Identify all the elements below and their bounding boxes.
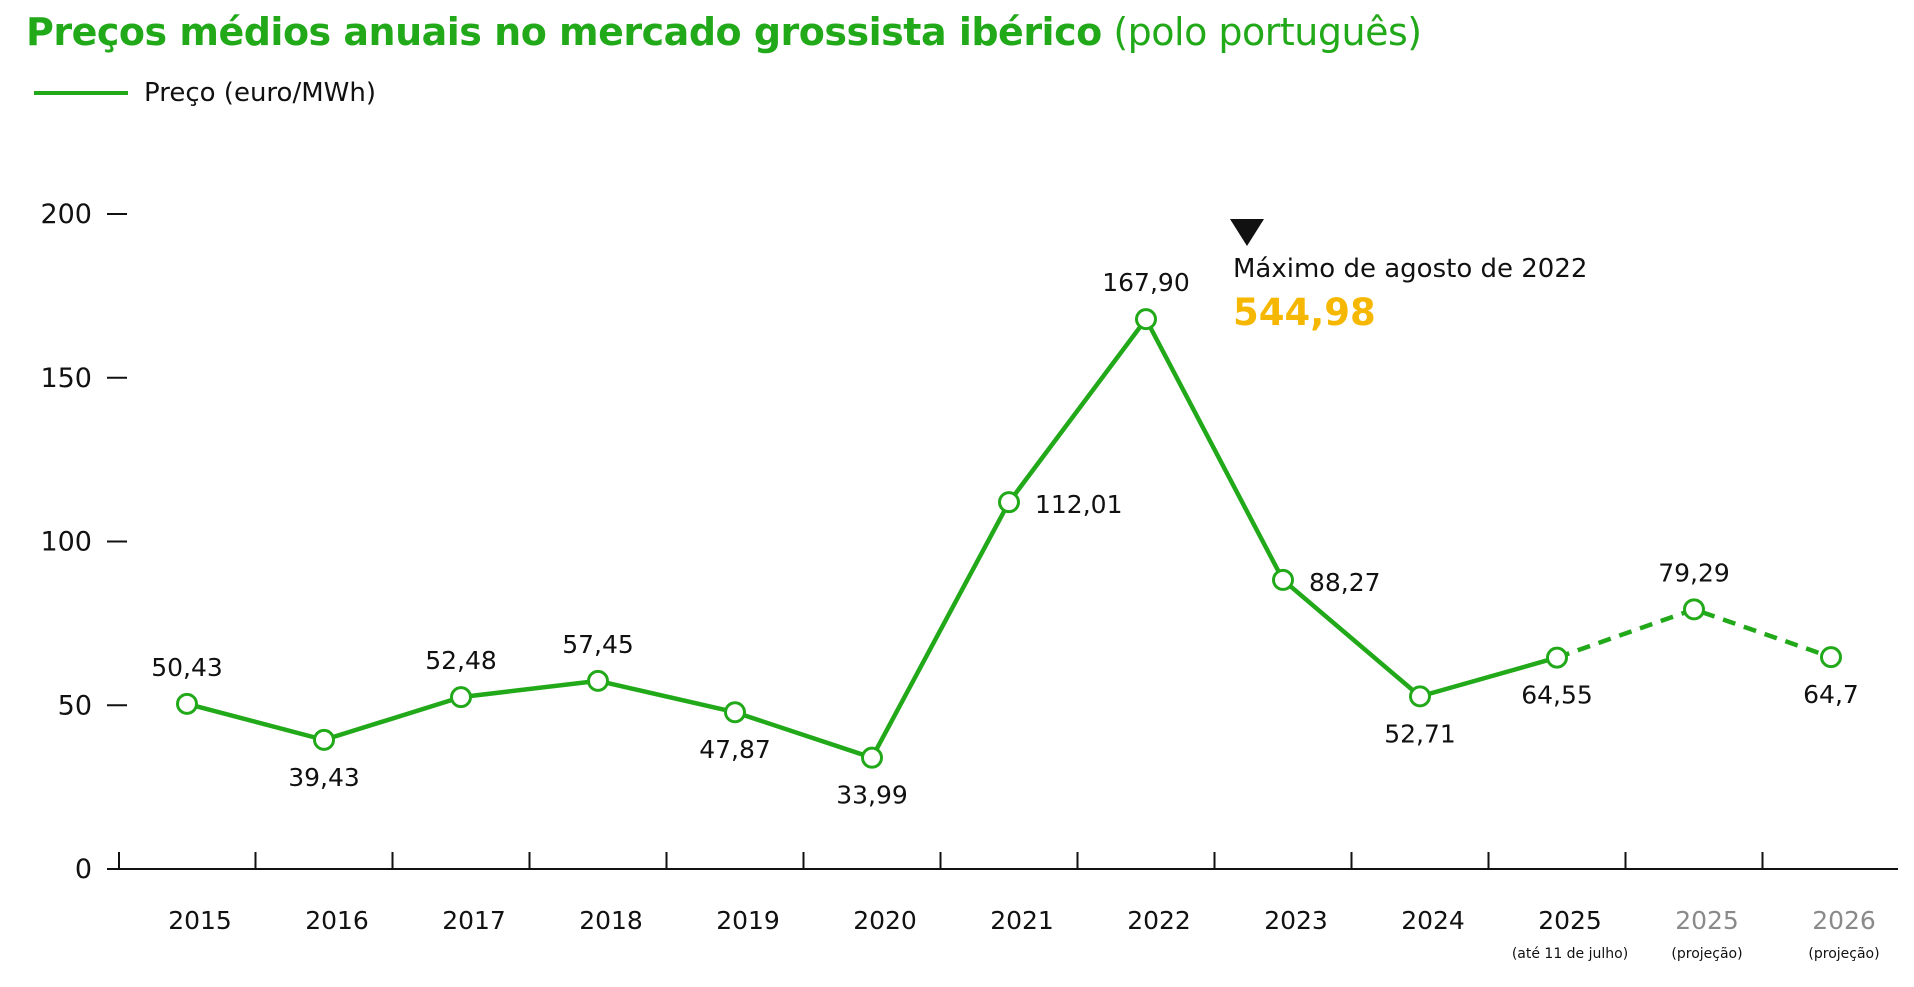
data-label: 50,43 xyxy=(151,653,223,682)
x-tick-label: 2025 xyxy=(1538,906,1602,935)
data-point xyxy=(1683,598,1705,621)
chart-title-subtitle: (polo português) xyxy=(1113,10,1422,54)
data-point xyxy=(1820,646,1842,669)
data-point xyxy=(1546,646,1568,669)
x-tick-label: 2025 xyxy=(1675,906,1739,935)
x-tick-label: 2022 xyxy=(1127,906,1191,935)
x-tick-label: 2015 xyxy=(168,906,232,935)
x-tick-sublabel: (até 11 de julho) xyxy=(1512,946,1628,962)
legend: Preço (euro/MWh) xyxy=(34,78,376,108)
data-label: 64,55 xyxy=(1521,681,1593,710)
x-tick-label: 2023 xyxy=(1264,906,1328,935)
y-tick-label: 100 xyxy=(40,527,92,558)
x-tick-label: 2026 xyxy=(1812,906,1876,935)
data-label: 167,90 xyxy=(1102,268,1189,297)
x-axis: 2015 2016 2017 2018 2019 2020 2021 2022 2023 2024… xyxy=(118,852,1898,962)
x-tick-label: 2020 xyxy=(853,906,917,935)
data-label: 52,48 xyxy=(425,646,497,675)
data-label: 52,71 xyxy=(1384,719,1456,748)
legend-label: Preço (euro/MWh) xyxy=(144,78,376,108)
data-label: 79,29 xyxy=(1658,558,1730,587)
data-point xyxy=(587,669,609,692)
y-axis: 0 50 100 150 200 xyxy=(40,199,127,885)
annotation-value: 544,98 xyxy=(1233,291,1376,334)
data-point xyxy=(1135,308,1157,331)
data-point xyxy=(1409,685,1431,708)
x-tick-sublabel: (projeção) xyxy=(1808,946,1879,962)
data-label: 88,27 xyxy=(1309,568,1381,597)
data-label: 64,7 xyxy=(1803,680,1859,709)
y-tick-label: 150 xyxy=(40,363,92,394)
x-tick-label: 2018 xyxy=(579,906,643,935)
legend-line-swatch xyxy=(34,91,128,95)
y-tick-label: 0 xyxy=(75,854,92,885)
data-point xyxy=(861,746,883,769)
data-point xyxy=(176,692,198,715)
data-point xyxy=(724,701,746,724)
series-line-projection xyxy=(1556,606,1832,660)
data-label: 47,87 xyxy=(699,735,771,764)
data-label: 112,01 xyxy=(1035,490,1122,519)
y-tick-label: 50 xyxy=(58,690,92,721)
data-point xyxy=(998,491,1020,514)
data-point xyxy=(450,686,472,709)
x-tick-label: 2017 xyxy=(442,906,506,935)
chart-title: Preços médios anuais no mercado grossist… xyxy=(26,10,1422,54)
x-tick-label: 2019 xyxy=(716,906,780,935)
x-tick-label: 2021 xyxy=(990,906,1054,935)
data-label: 33,99 xyxy=(836,781,908,810)
data-point xyxy=(1272,568,1294,591)
data-label: 57,45 xyxy=(562,630,634,659)
x-tick-label: 2024 xyxy=(1401,906,1465,935)
triangle-down-icon xyxy=(1230,219,1264,246)
peak-annotation: Máximo de agosto de 2022 544,98 xyxy=(1230,219,1587,334)
x-tick-label: 2016 xyxy=(305,906,369,935)
data-label: 39,43 xyxy=(288,763,360,792)
data-point xyxy=(313,728,335,751)
value-labels: 50,43 39,43 52,48 57,45 47,87 33,99 112,01 167,… xyxy=(151,268,1859,810)
y-tick-label: 200 xyxy=(40,199,92,230)
x-tick-sublabel: (projeção) xyxy=(1671,946,1742,962)
chart-title-main: Preços médios anuais no mercado grossist… xyxy=(26,10,1102,54)
series-line-actual xyxy=(186,316,1558,760)
data-points xyxy=(176,308,1842,769)
annotation-text: Máximo de agosto de 2022 xyxy=(1233,254,1587,284)
